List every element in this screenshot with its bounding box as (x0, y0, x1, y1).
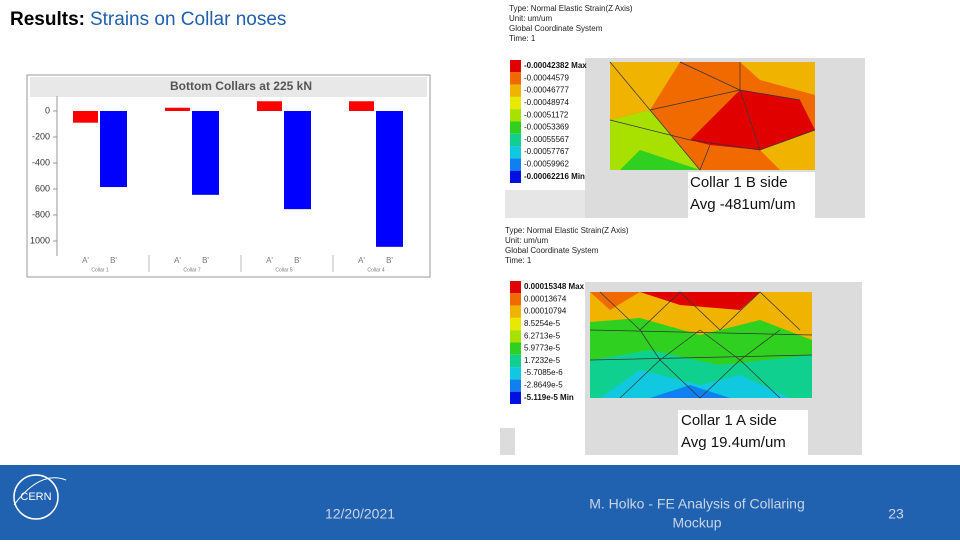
legend-label: 0.00015348 Max (524, 282, 585, 291)
legend-swatch (510, 84, 521, 97)
legend-swatch (510, 72, 521, 85)
legend-swatch (510, 305, 521, 318)
x-tick-label: A' (82, 256, 89, 265)
bar (73, 111, 98, 123)
x-tick-label: B' (110, 256, 117, 265)
fe-background (500, 428, 515, 455)
legend-label: -0.00042382 Max (524, 61, 587, 70)
legend-swatch (510, 281, 521, 294)
group-label: Collar 7 (183, 267, 200, 273)
fe-contour (609, 61, 816, 171)
legend-swatch (510, 60, 521, 73)
plot-header: Unit: um/um (509, 14, 552, 23)
slide-title: Results: Strains on Collar noses (10, 9, 286, 30)
legend-label: -0.00048974 (524, 98, 569, 107)
title-rest: Strains on Collar noses (90, 9, 286, 30)
x-tick-label: A' (266, 256, 273, 265)
legend-swatch (510, 158, 521, 171)
callout-text: Avg 19.4um/um (681, 434, 786, 451)
x-tick-label: B' (386, 256, 393, 265)
x-tick-label: B' (294, 256, 301, 265)
y-tick-label: -400 (32, 157, 50, 167)
footer-author: Mockup (672, 515, 721, 531)
plot-header: Time: 1 (509, 34, 536, 43)
plot-header: Global Coordinate System (505, 246, 599, 255)
callout-text: Collar 1 A side (681, 412, 777, 429)
legend-swatch (510, 293, 521, 306)
legend-label: 0.00013674 (524, 294, 567, 303)
legend-label: -0.00059962 (524, 160, 569, 169)
legend-swatch (510, 330, 521, 343)
legend-swatch (510, 317, 521, 331)
legend-label: -0.00046777 (524, 86, 569, 95)
plot-header: Time: 1 (505, 256, 532, 265)
legend-swatch (510, 367, 521, 380)
bar (284, 111, 311, 210)
title-bold: Results: (10, 9, 85, 30)
legend-swatch (510, 354, 521, 368)
bar (376, 111, 403, 247)
legend-swatch (510, 342, 521, 355)
legend-swatch (510, 379, 521, 392)
logo-text: CERN (20, 491, 51, 503)
legend-swatch (510, 146, 521, 159)
footer-date: 12/20/2021 (325, 506, 395, 522)
x-tick-label: A' (174, 256, 181, 265)
logo-ring (13, 474, 59, 520)
y-tick-label: 600 (35, 183, 50, 193)
footer-band (0, 465, 960, 540)
bar (257, 101, 282, 111)
y-tick-label: 0 (45, 105, 50, 115)
plot-header: Type: Normal Elastic Strain(Z Axis) (509, 4, 633, 13)
callout-box (688, 172, 815, 218)
callout-box (678, 410, 808, 455)
y-tick-label: -800 (32, 209, 50, 219)
footer-author: M. Holko - FE Analysis of Collaring (589, 496, 805, 512)
plot-header: Global Coordinate System (509, 24, 603, 33)
bar (100, 111, 127, 188)
legend-label: 6.2713e-5 (524, 331, 561, 340)
legend-swatch (510, 391, 521, 404)
legend-swatch (510, 170, 521, 183)
legend-swatch (510, 133, 521, 147)
bar (349, 101, 374, 111)
legend-swatch (510, 121, 521, 134)
bar (165, 107, 190, 111)
x-tick-label: B' (202, 256, 209, 265)
callout-text: Collar 1 B side (690, 174, 788, 191)
legend-label: -5.119e-5 Min (524, 393, 574, 402)
chart-title: Bottom Collars at 225 kN (170, 79, 312, 93)
legend-label: -0.00057767 (524, 147, 569, 156)
plot-header: Type: Normal Elastic Strain(Z Axis) (505, 226, 629, 235)
legend-label: -0.00051172 (524, 110, 569, 119)
page-number: 23 (888, 506, 904, 522)
legend-label: -2.8649e-5 (524, 381, 563, 390)
bar (192, 111, 219, 195)
group-label: Collar 4 (367, 267, 384, 273)
group-label: Collar 1 (91, 267, 108, 273)
legend-label: -5.7085e-6 (524, 368, 563, 377)
legend-swatch (510, 109, 521, 122)
fe-contour (589, 291, 813, 399)
y-tick-label: 1000 (30, 235, 50, 245)
legend-label: -0.00055567 (524, 135, 569, 144)
logo-arc (13, 477, 67, 506)
y-tick-label: -200 (32, 131, 50, 141)
legend-label: -0.00053369 (524, 123, 569, 132)
legend-label: 5.9773e-5 (524, 344, 561, 353)
legend-label: 0.00010794 (524, 307, 567, 316)
legend-label: 8.5254e-5 (524, 319, 561, 328)
group-label: Collar 5 (275, 267, 292, 273)
x-tick-label: A' (358, 256, 365, 265)
fe-background (505, 190, 585, 218)
legend-label: -0.00044579 (524, 73, 569, 82)
callout-text: Avg -481um/um (690, 196, 796, 213)
legend-label: 1.7232e-5 (524, 356, 561, 365)
legend-label: -0.00062216 Min (524, 172, 585, 181)
chart-title-bar (30, 77, 427, 97)
legend-swatch (510, 96, 521, 110)
plot-header: Unit: um/um (505, 236, 548, 245)
